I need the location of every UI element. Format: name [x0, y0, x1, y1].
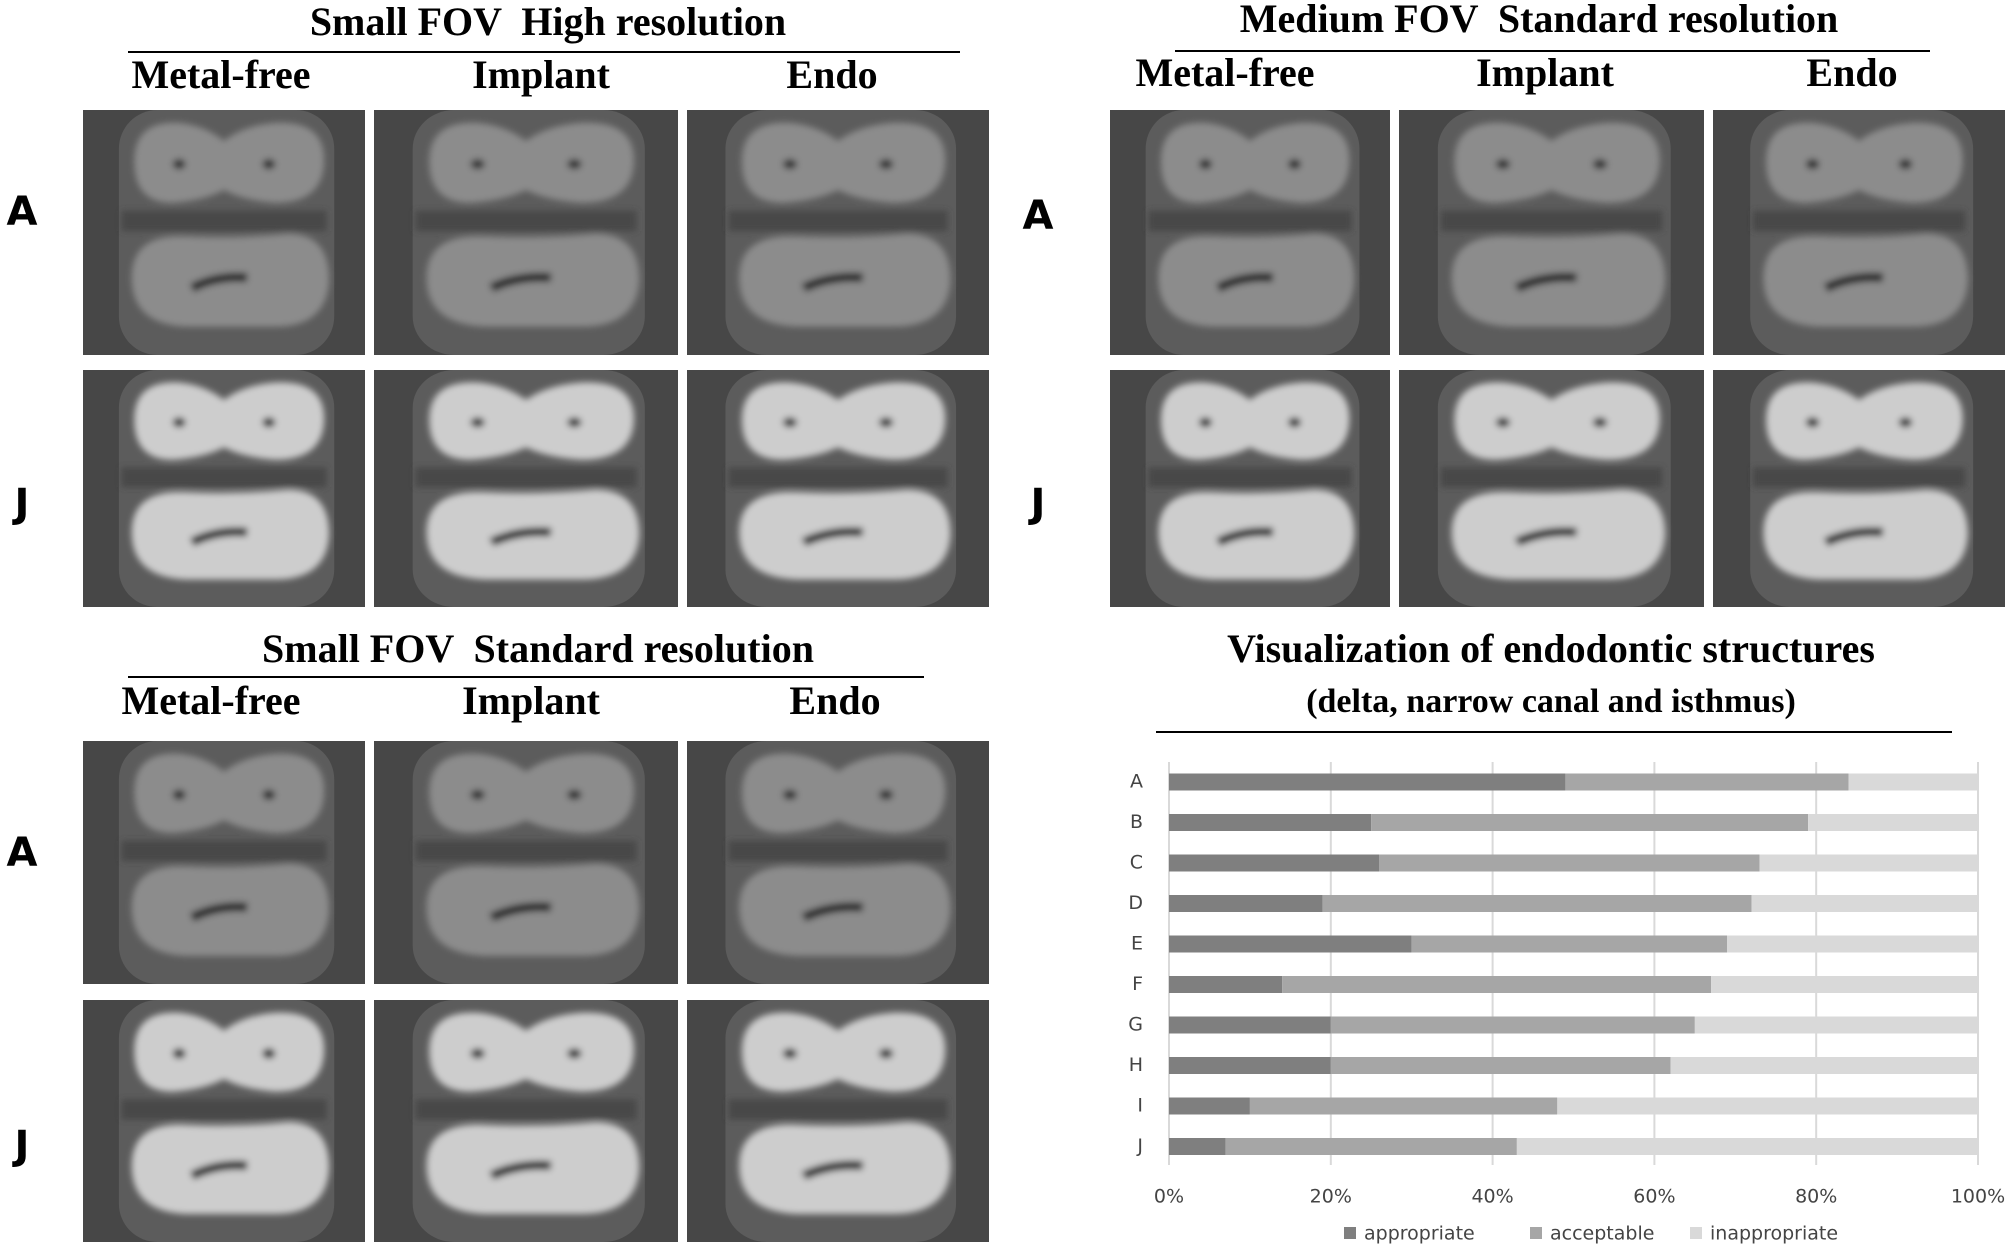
- row-label: A: [7, 830, 38, 876]
- bar-segment: [1848, 773, 1978, 791]
- y-tick-label: J: [1136, 1135, 1143, 1157]
- ct-image: [1399, 370, 1704, 607]
- bar-segment: [1330, 1016, 1695, 1034]
- ct-image: [374, 741, 678, 984]
- bar-segment: [1670, 1057, 1978, 1074]
- bar-segment: [1371, 814, 1809, 831]
- bar-segment: [1379, 854, 1760, 872]
- bar-segment: [1330, 1057, 1671, 1074]
- ct-image: [374, 1000, 678, 1242]
- y-tick-label: I: [1137, 1095, 1143, 1117]
- chart: Visualization of endodontic structures (…: [1128, 626, 2005, 1244]
- panel-title: Small FOV Standard resolution: [262, 626, 814, 671]
- x-tick-label: 80%: [1795, 1186, 1837, 1208]
- bar-segment: [1711, 976, 1978, 993]
- bar-segment: [1169, 1097, 1250, 1115]
- bar-segment: [1169, 1057, 1331, 1074]
- bar-segment: [1169, 1016, 1331, 1034]
- column-header: Implant: [1476, 50, 1614, 95]
- ct-image: [83, 110, 365, 355]
- panel-title: Small FOV High resolution: [310, 0, 786, 44]
- ct-image: [83, 741, 365, 984]
- ct-image: [83, 370, 365, 607]
- y-tick-label: D: [1128, 892, 1143, 914]
- y-tick-label: G: [1128, 1014, 1143, 1036]
- y-tick-label: A: [1130, 771, 1143, 793]
- column-header: Endo: [1806, 50, 1897, 95]
- column-header: Metal-free: [1135, 50, 1314, 95]
- bar-segment: [1808, 814, 1978, 831]
- column-header: Endo: [789, 678, 880, 723]
- bar-segment: [1169, 895, 1323, 912]
- column-header: Implant: [462, 678, 600, 723]
- row-label: A: [7, 189, 38, 235]
- bar-segment: [1411, 935, 1728, 953]
- x-tick-label: 20%: [1310, 1186, 1352, 1208]
- column-header: Implant: [472, 52, 610, 97]
- y-tick-label: H: [1129, 1054, 1143, 1076]
- ct-image: [374, 370, 678, 607]
- bar-segment: [1751, 895, 1978, 912]
- y-tick-label: E: [1131, 933, 1143, 955]
- ct-image: [374, 110, 678, 355]
- bar-segment: [1516, 1138, 1978, 1155]
- bar-segment: [1557, 1097, 1978, 1115]
- panel-title: Medium FOV Standard resolution: [1240, 0, 1839, 41]
- chart-title: Visualization of endodontic structures: [1227, 626, 1875, 671]
- column-header: Endo: [786, 52, 877, 97]
- row-label: J: [12, 1123, 30, 1169]
- bar-segment: [1249, 1097, 1558, 1115]
- legend-label: appropriate: [1364, 1223, 1475, 1245]
- bar-segment: [1322, 895, 1752, 912]
- ct-image: [687, 741, 989, 984]
- row-label: A: [1023, 193, 1054, 239]
- ct-image: [1713, 110, 2005, 355]
- legend-label: acceptable: [1550, 1223, 1654, 1245]
- bar-segment: [1282, 976, 1712, 993]
- column-header: Metal-free: [121, 678, 300, 723]
- ct-image: [1110, 370, 1390, 607]
- row-label: J: [1028, 481, 1046, 527]
- y-tick-label: C: [1130, 852, 1143, 874]
- bar-segment: [1169, 854, 1380, 872]
- bar-segment: [1759, 854, 1978, 872]
- y-tick-label: B: [1130, 811, 1143, 833]
- bar-segment: [1727, 935, 1978, 953]
- legend-swatch: [1530, 1227, 1542, 1239]
- row-label: J: [12, 481, 30, 527]
- legend-swatch: [1344, 1227, 1356, 1239]
- column-header: Metal-free: [131, 52, 310, 97]
- x-tick-label: 60%: [1633, 1186, 1675, 1208]
- ct-image: [687, 110, 989, 355]
- bar-segment: [1169, 976, 1283, 993]
- y-tick-label: F: [1132, 973, 1143, 995]
- bar-segment: [1565, 773, 1849, 791]
- ct-image: [1110, 110, 1390, 355]
- legend-swatch: [1690, 1227, 1702, 1239]
- bar-segment: [1169, 935, 1412, 953]
- x-tick-label: 40%: [1471, 1186, 1513, 1208]
- bar-segment: [1694, 1016, 1978, 1034]
- chart-subtitle: (delta, narrow canal and isthmus): [1306, 683, 1796, 720]
- ct-image: [687, 370, 989, 607]
- ct-image: [83, 1000, 365, 1242]
- bar-segment: [1225, 1138, 1517, 1155]
- bar-segment: [1169, 773, 1566, 791]
- ct-image: [1713, 370, 2005, 607]
- ct-image: [1399, 110, 1704, 355]
- x-tick-label: 100%: [1951, 1186, 2005, 1208]
- x-tick-label: 0%: [1154, 1186, 1184, 1208]
- bar-segment: [1169, 814, 1372, 831]
- bar-segment: [1169, 1138, 1226, 1155]
- ct-image: [687, 1000, 989, 1242]
- legend-label: inappropriate: [1710, 1223, 1838, 1245]
